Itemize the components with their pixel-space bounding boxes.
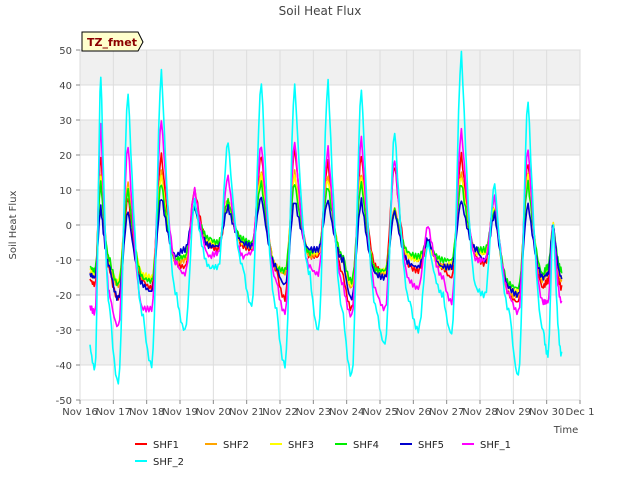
- y-axis-title: Soil Heat Flux: [8, 190, 19, 259]
- grid-band: [80, 50, 580, 85]
- x-tick-label: Nov 21: [229, 407, 264, 418]
- y-tick-label: -50: [56, 396, 72, 407]
- grid-band: [80, 260, 580, 295]
- y-tick-label: 40: [59, 81, 72, 92]
- series-line-shf3: [89, 172, 563, 295]
- y-tick-label: 50: [59, 46, 72, 57]
- y-tick-label: 30: [59, 116, 72, 127]
- x-tick-label: Nov 18: [129, 407, 164, 418]
- series-line-shf4: [89, 179, 563, 290]
- series-lines: [89, 50, 563, 385]
- y-tick-label: 0: [66, 221, 72, 232]
- y-tick-label: -40: [56, 361, 72, 372]
- grid-band: [80, 330, 580, 365]
- x-tick-label: Nov 20: [196, 407, 231, 418]
- series-line-shf-1: [89, 120, 563, 328]
- x-tick-label: Nov 16: [62, 407, 97, 418]
- y-tick-label: -10: [56, 256, 72, 267]
- x-axis-title: Time: [553, 425, 578, 436]
- x-tick-label: Nov 27: [429, 407, 464, 418]
- x-tick-label: Nov 19: [162, 407, 197, 418]
- chart-title: Soil Heat Flux: [279, 4, 362, 18]
- x-tick-label: Nov 25: [362, 407, 397, 418]
- x-tick-label: Dec 1: [566, 407, 595, 418]
- y-tick-label: 10: [59, 186, 72, 197]
- site-badge: TZ_fmet: [81, 31, 144, 52]
- x-tick-label: Nov 28: [462, 407, 497, 418]
- y-tick-label: -20: [56, 291, 72, 302]
- legend-label-shf4: SHF4: [353, 440, 379, 451]
- y-tick-label: 20: [59, 151, 72, 162]
- legend-label-shf3: SHF3: [288, 440, 314, 451]
- y-tick-label: -30: [56, 326, 72, 337]
- series-line-shf-2: [89, 50, 563, 385]
- y-axis-ticks: -50 -40 -30 -20 -10 0 10 20 30 40 50: [56, 46, 80, 407]
- x-tick-label: Nov 24: [329, 407, 364, 418]
- badge-box: [81, 31, 144, 52]
- badge-label: TZ_fmet: [87, 36, 137, 49]
- x-tick-label: Nov 26: [396, 407, 431, 418]
- legend-label-shf-1: SHF_1: [480, 440, 511, 451]
- series-line-shf5: [89, 196, 563, 301]
- legend-label-shf5: SHF5: [418, 440, 444, 451]
- x-tick-label: Nov 30: [529, 407, 564, 418]
- legend-label-shf1: SHF1: [153, 440, 179, 451]
- x-tick-label: Nov 17: [96, 407, 131, 418]
- x-tick-label: Nov 23: [296, 407, 331, 418]
- x-tick-label: Nov 29: [496, 407, 531, 418]
- legend-label-shf-2: SHF_2: [153, 457, 184, 468]
- legend-label-shf2: SHF2: [223, 440, 249, 451]
- legend: SHF1 SHF2 SHF3 SHF4 SHF5 SHF_1 SHF_2: [135, 440, 511, 468]
- x-tick-label: Nov 22: [262, 407, 297, 418]
